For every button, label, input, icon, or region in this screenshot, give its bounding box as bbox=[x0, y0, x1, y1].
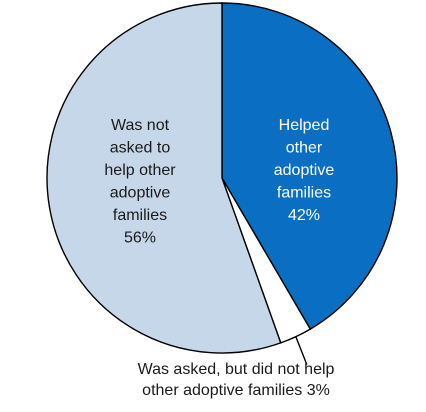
slice-label-line: Was asked, but did not help bbox=[138, 361, 335, 378]
slice-label-line: asked to bbox=[110, 140, 171, 157]
slice-value-label: 42% bbox=[288, 207, 320, 224]
slice-label-line: other adoptive families 3% bbox=[142, 382, 330, 399]
slice-label-line: Helped bbox=[279, 117, 330, 134]
callout-line bbox=[295, 336, 308, 365]
pie-slice-was-not bbox=[46, 2, 282, 354]
slice-label-line: adoptive bbox=[110, 185, 171, 202]
slice-value-label: 56% bbox=[124, 230, 156, 247]
slice-label-line: help other bbox=[104, 162, 176, 179]
pie-labels: Helped other adoptive families 42% Was asked,… bbox=[104, 117, 334, 399]
slice-label-line: Was not bbox=[111, 117, 170, 134]
slice-label-was-asked-but-did-not-help: Was asked, but did not help other adoptiv… bbox=[138, 361, 335, 399]
pie-slice-helped bbox=[221, 2, 398, 331]
slice-label-line: families bbox=[113, 207, 167, 224]
slice-label-line: families bbox=[277, 185, 331, 202]
slice-label-helped: Helped other adoptive families 42% bbox=[274, 117, 335, 224]
slice-label-was-not: Was not asked to help other adoptive familie… bbox=[104, 117, 176, 247]
slice-label-line: adoptive bbox=[274, 162, 335, 179]
pie-slices bbox=[46, 2, 398, 354]
slice-label-line: other bbox=[286, 140, 323, 157]
